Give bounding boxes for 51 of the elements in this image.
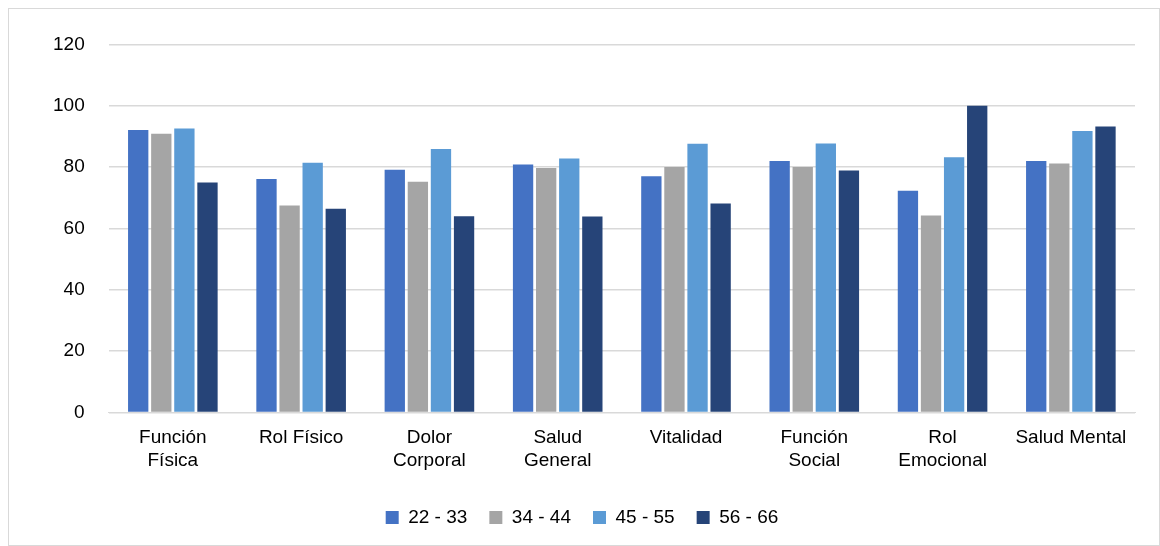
bar: [641, 176, 662, 412]
bar: [384, 169, 405, 412]
bar: [512, 164, 534, 412]
legend-label: 56 - 66: [719, 505, 779, 527]
bar: [943, 157, 965, 412]
x-tick-label: Dolor Corporal: [392, 426, 466, 470]
bar: [197, 182, 218, 412]
bar: [453, 216, 475, 412]
x-tick-label: Función Física: [139, 426, 207, 470]
x-tick-label: Función Social: [780, 426, 849, 470]
y-tick-label: 120: [53, 32, 85, 54]
x-tick-label: Rol Emocional: [898, 426, 987, 470]
bar: [838, 170, 860, 412]
bar: [1026, 160, 1047, 412]
legend-label: 34 - 44: [511, 505, 572, 527]
bar: [536, 167, 557, 412]
y-tick-label: 60: [63, 216, 85, 238]
bar: [792, 167, 813, 412]
y-tick-label: 40: [63, 277, 85, 299]
bar: [128, 129, 149, 412]
x-tick-label: Salud Mental: [1015, 426, 1127, 448]
bar: [407, 181, 429, 412]
bar: [279, 205, 300, 412]
bar: [174, 128, 195, 412]
bar: [1049, 163, 1070, 412]
bar: [1095, 126, 1116, 412]
legend-label: 22 - 33: [408, 505, 468, 527]
bar: [687, 143, 708, 412]
bar: [430, 148, 452, 412]
bar: [920, 215, 942, 412]
bar: [325, 208, 346, 412]
bar: [769, 160, 790, 412]
bar: [1072, 130, 1093, 412]
bar: [815, 143, 836, 412]
bar: [582, 216, 603, 412]
bar: [967, 105, 988, 412]
bar: [151, 133, 172, 412]
legend-label: 45 - 55: [615, 505, 675, 527]
y-tick-label: 100: [53, 93, 85, 115]
y-tick-label: 20: [63, 339, 85, 361]
bar: [256, 179, 277, 412]
bar: [897, 190, 919, 412]
y-tick-label: 0: [74, 400, 85, 422]
x-tick-label: Rol Físico: [258, 426, 344, 448]
bar: [559, 158, 580, 412]
y-tick-label: 80: [63, 155, 85, 177]
x-tick-label: Vitalidad: [649, 426, 723, 448]
bar: [710, 203, 731, 412]
bar: [302, 162, 323, 412]
x-tick-label: Salud General: [523, 426, 592, 470]
bar: [664, 167, 685, 412]
